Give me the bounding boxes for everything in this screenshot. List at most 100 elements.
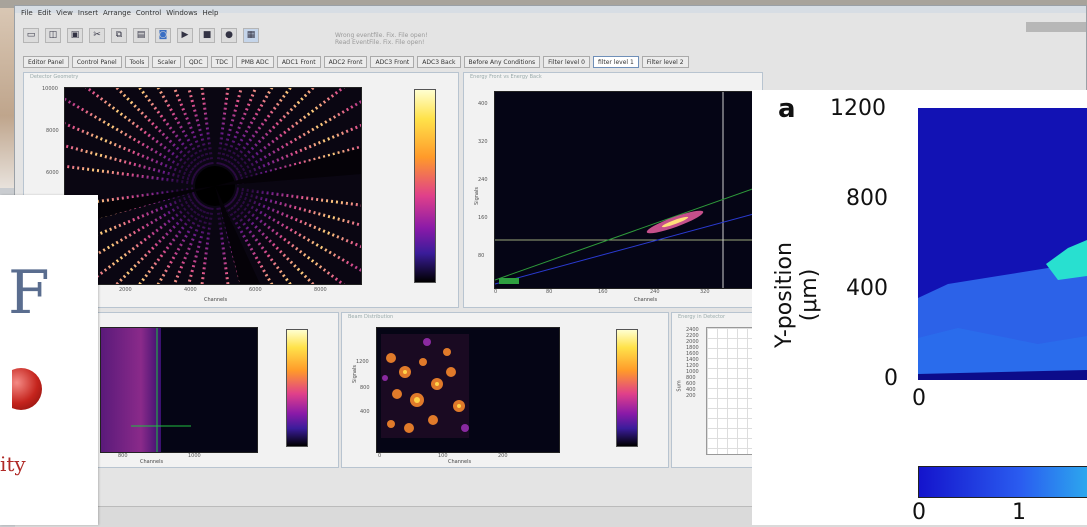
detector-geometry-plot[interactable] <box>64 87 362 285</box>
detector-spoke <box>187 206 211 284</box>
stop-icon[interactable]: ■ <box>199 28 215 43</box>
toolbar: ▭ ◫ ▣ ✂ ⧉ ▤ ◙ ▶ ■ ● ▦ <box>15 28 1086 48</box>
correlation-lines <box>495 92 761 288</box>
x-tick: 240 <box>650 289 660 295</box>
colorbar-tick: 0 <box>912 500 926 525</box>
x-axis-label: Channels <box>448 459 472 465</box>
play-icon[interactable]: ▶ <box>177 28 193 43</box>
x-tick: 2000 <box>119 287 132 293</box>
x-tick: 100 <box>438 453 448 459</box>
status-message: Wrong eventfile. Fix. File open! Read Ev… <box>335 32 428 46</box>
tab-bar: Editor Panel Control Panel Tools Scaler … <box>23 56 1086 68</box>
menu-file[interactable]: File <box>21 9 33 17</box>
grid-icon[interactable]: ▦ <box>243 28 259 43</box>
y-tick: 240 <box>478 177 488 183</box>
y-tick: 400 <box>360 409 370 415</box>
y-tick: 2200 <box>686 333 699 339</box>
y-tick: 160 <box>478 215 488 221</box>
tab-adc3-front[interactable]: ADC3 Front <box>370 56 415 68</box>
open-icon[interactable]: ◫ <box>45 28 61 43</box>
logo-panel <box>0 195 98 525</box>
menu-view[interactable]: View <box>56 9 73 17</box>
beam-distribution-plot[interactable] <box>376 327 560 453</box>
menu-control[interactable]: Control <box>135 9 162 17</box>
panel-beam-distribution: Beam Distribution Signals 1200 800 400 <box>341 312 669 468</box>
panel-title: Detector Geometry <box>30 74 79 80</box>
y-tick: 10000 <box>42 86 58 92</box>
tab-filter-level-2[interactable]: Filter level 2 <box>641 56 689 68</box>
detector-spoke <box>200 207 214 284</box>
x-tick: 0 <box>378 453 382 459</box>
y-tick: 1200 <box>356 359 369 365</box>
detector-spoke <box>65 122 196 179</box>
tab-adc1-front[interactable]: ADC1 Front <box>276 56 321 68</box>
x-tick: 200 <box>498 453 508 459</box>
cut-icon[interactable]: ✂ <box>89 28 105 43</box>
y-tick: 8000 <box>46 128 59 134</box>
x-axis-label: Channels <box>140 459 164 465</box>
detector-spoke <box>216 88 230 165</box>
new-icon[interactable]: ▭ <box>23 28 39 43</box>
heatmap-colorbar <box>918 466 1087 498</box>
status-line-2: Read EventFile. Fix. File open! <box>335 39 425 46</box>
menubar: File Edit View Insert Arrange Control Wi… <box>21 9 218 17</box>
tab-scaler[interactable]: Scaler <box>152 56 182 68</box>
tab-pmb-adc[interactable]: PMB ADC <box>236 56 274 68</box>
copy-icon[interactable]: ⧉ <box>111 28 127 43</box>
detector-spoke <box>219 88 243 166</box>
tab-adc3-back[interactable]: ADC3 Back <box>417 56 461 68</box>
logo-text: ity <box>0 452 26 476</box>
menu-insert[interactable]: Insert <box>77 9 98 17</box>
menu-edit[interactable]: Edit <box>37 9 52 17</box>
x-axis-label: Channels <box>204 297 228 303</box>
x-axis-label: Channels <box>634 297 658 303</box>
tab-adc2-front[interactable]: ADC2 Front <box>323 56 368 68</box>
x-tick: 80 <box>546 289 553 295</box>
y-tick: 0 <box>884 366 898 391</box>
y-tick: 1200 <box>830 96 886 121</box>
save-icon[interactable]: ▣ <box>67 28 83 43</box>
detector-spoke <box>187 88 211 166</box>
x-tick: 1000 <box>188 453 201 459</box>
energy-correlation-plot[interactable] <box>494 91 762 289</box>
y-tick: 400 <box>686 387 696 393</box>
menu-help[interactable]: Help <box>202 9 219 17</box>
tab-tools[interactable]: Tools <box>124 56 150 68</box>
y-tick: 2000 <box>686 339 699 345</box>
heatmap-plot[interactable] <box>918 108 1087 380</box>
y-tick: 200 <box>686 393 696 399</box>
y-ticks: 2400 2200 2000 1800 1600 1400 1200 1000 … <box>686 327 699 399</box>
tab-filter-level-1[interactable]: filter level 1 <box>592 56 639 68</box>
y-tick: 320 <box>478 139 488 145</box>
panel-title: Energy in Detector <box>678 314 726 320</box>
tab-tdc[interactable]: TDC <box>210 56 234 68</box>
gate-lines <box>131 328 191 452</box>
y-axis-label: Y-position (μm) <box>772 242 822 348</box>
y-tick: 800 <box>846 186 888 211</box>
y-tick: 1400 <box>686 357 699 363</box>
colorbar <box>286 329 308 447</box>
y-axis-label: Signals <box>351 365 358 383</box>
bottom-left-plot[interactable] <box>100 327 258 453</box>
tab-filter-level-0[interactable]: Filter level 0 <box>543 56 590 68</box>
x-tick: 160 <box>598 289 608 295</box>
y-tick: 1000 <box>686 369 699 375</box>
y-tick: 1600 <box>686 351 699 357</box>
x-tick: 4000 <box>184 287 197 293</box>
tab-before-any-conditions[interactable]: Before Any Conditions <box>463 56 541 68</box>
connect-icon[interactable]: ◙ <box>155 28 171 43</box>
paste-icon[interactable]: ▤ <box>133 28 149 43</box>
record-icon[interactable]: ● <box>221 28 237 43</box>
menu-windows[interactable]: Windows <box>166 9 198 17</box>
y-tick: 800 <box>360 385 370 391</box>
background-photo <box>0 8 14 188</box>
tab-qdc[interactable]: QDC <box>184 56 208 68</box>
radial-pattern <box>65 88 361 284</box>
tab-editor-panel[interactable]: Editor Panel <box>23 56 69 68</box>
y-tick: 800 <box>686 375 696 381</box>
window-controls[interactable] <box>1026 22 1086 32</box>
overlay-figure: a Y-position (μm) 1200 800 400 0 0 0 1 <box>752 90 1087 525</box>
panel-title: Energy Front vs Energy Back <box>470 74 542 80</box>
tab-control-panel[interactable]: Control Panel <box>71 56 122 68</box>
menu-arrange[interactable]: Arrange <box>102 9 131 17</box>
